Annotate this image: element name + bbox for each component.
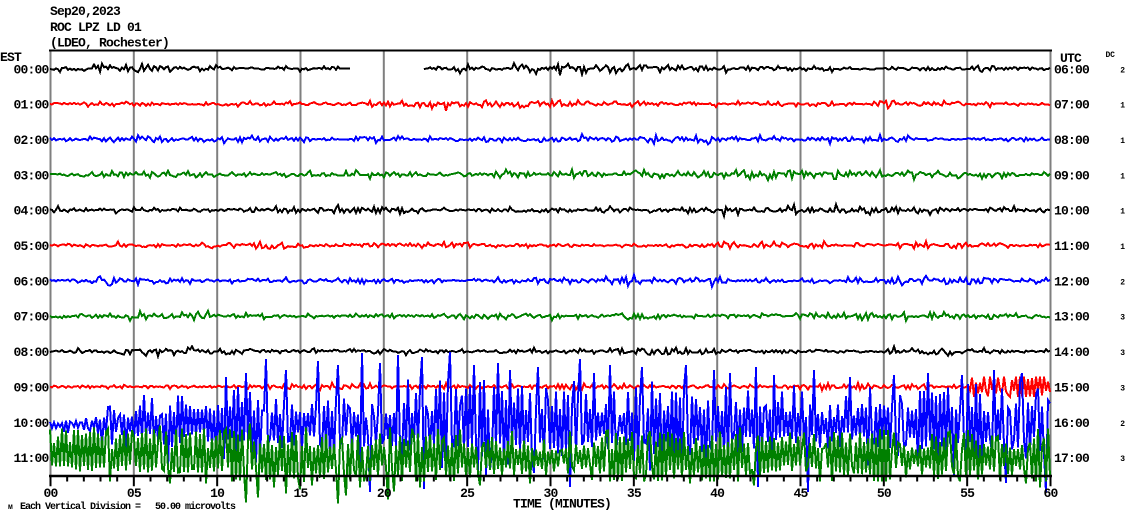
svg-text:UTC: UTC bbox=[1060, 51, 1082, 66]
svg-text:16:00: 16:00 bbox=[1054, 416, 1090, 431]
svg-text:09:00: 09:00 bbox=[1054, 168, 1090, 183]
svg-text:Each Vertical Division = 50.: Each Vertical Division = 50.00 microvolt… bbox=[20, 501, 236, 513]
svg-text:3: 3 bbox=[1120, 349, 1125, 358]
svg-text:EST: EST bbox=[0, 50, 22, 65]
svg-text:1: 1 bbox=[1120, 243, 1125, 252]
svg-text:м: м bbox=[8, 503, 13, 512]
svg-text:07:00: 07:00 bbox=[1054, 98, 1090, 113]
svg-text:06:00: 06:00 bbox=[1054, 62, 1090, 77]
svg-text:ROC LPZ LD 01: ROC LPZ LD 01 bbox=[50, 20, 142, 35]
svg-text:06:00: 06:00 bbox=[13, 274, 49, 289]
svg-text:DC: DC bbox=[1106, 51, 1116, 60]
svg-text:55: 55 bbox=[960, 486, 975, 501]
svg-text:08:00: 08:00 bbox=[1054, 133, 1090, 148]
svg-text:(LDEO, Rochester): (LDEO, Rochester) bbox=[50, 35, 169, 50]
svg-text:10: 10 bbox=[210, 486, 225, 501]
svg-text:03:00: 03:00 bbox=[13, 168, 49, 183]
svg-text:00:00: 00:00 bbox=[13, 62, 49, 77]
svg-text:1: 1 bbox=[1120, 172, 1125, 181]
svg-text:04:00: 04:00 bbox=[13, 204, 49, 219]
svg-text:11:00: 11:00 bbox=[1054, 239, 1090, 254]
svg-text:05: 05 bbox=[127, 486, 142, 501]
svg-text:12:00: 12:00 bbox=[1054, 274, 1090, 289]
svg-text:Sep20,2023: Sep20,2023 bbox=[50, 4, 121, 19]
svg-text:3: 3 bbox=[1120, 384, 1125, 393]
svg-text:15:00: 15:00 bbox=[1054, 380, 1090, 395]
svg-text:TIME (MINUTES): TIME (MINUTES) bbox=[513, 497, 611, 512]
svg-text:30: 30 bbox=[543, 486, 558, 501]
svg-text:10:00: 10:00 bbox=[13, 416, 49, 431]
svg-text:1: 1 bbox=[1120, 137, 1125, 146]
svg-text:35: 35 bbox=[627, 486, 642, 501]
svg-text:60: 60 bbox=[1043, 486, 1058, 501]
svg-text:01:00: 01:00 bbox=[13, 98, 49, 113]
svg-text:11:00: 11:00 bbox=[13, 451, 49, 466]
svg-text:13:00: 13:00 bbox=[1054, 310, 1090, 325]
svg-text:25: 25 bbox=[460, 486, 475, 501]
svg-text:17:00: 17:00 bbox=[1054, 451, 1090, 466]
svg-text:3: 3 bbox=[1120, 455, 1125, 464]
svg-text:07:00: 07:00 bbox=[13, 310, 49, 325]
svg-text:1: 1 bbox=[1120, 208, 1125, 217]
svg-text:15: 15 bbox=[293, 486, 308, 501]
svg-text:2: 2 bbox=[1120, 278, 1125, 287]
svg-text:40: 40 bbox=[710, 486, 725, 501]
svg-text:45: 45 bbox=[793, 486, 808, 501]
svg-text:3: 3 bbox=[1120, 314, 1125, 323]
svg-text:20: 20 bbox=[377, 486, 392, 501]
svg-text:2: 2 bbox=[1120, 66, 1125, 75]
svg-text:1: 1 bbox=[1120, 102, 1125, 111]
svg-text:10:00: 10:00 bbox=[1054, 204, 1090, 219]
svg-text:05:00: 05:00 bbox=[13, 239, 49, 254]
svg-text:00: 00 bbox=[43, 486, 58, 501]
svg-text:09:00: 09:00 bbox=[13, 380, 49, 395]
svg-text:02:00: 02:00 bbox=[13, 133, 49, 148]
svg-text:08:00: 08:00 bbox=[13, 345, 49, 360]
svg-text:2: 2 bbox=[1120, 420, 1125, 429]
svg-text:14:00: 14:00 bbox=[1054, 345, 1090, 360]
svg-text:50: 50 bbox=[877, 486, 892, 501]
